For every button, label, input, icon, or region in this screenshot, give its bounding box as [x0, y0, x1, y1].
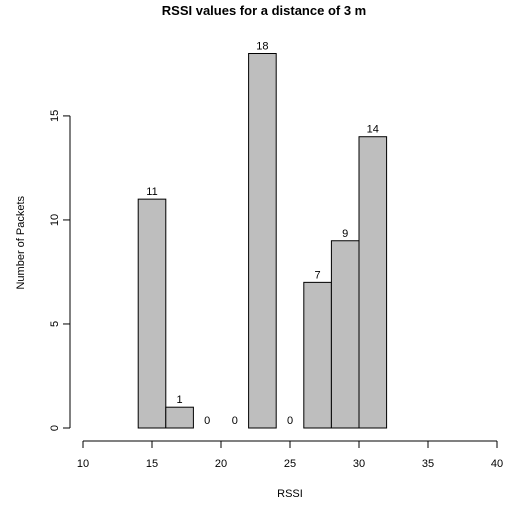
bar-value-label-5: 0: [287, 415, 293, 427]
bar-value-label-6: 7: [315, 269, 321, 281]
bar-1: [165, 406, 194, 429]
bar-0: [137, 198, 167, 429]
chart-title: RSSI values for a distance of 3 m: [162, 3, 366, 18]
y-tick-label-0: 0: [49, 425, 61, 431]
bar-6: [303, 281, 332, 429]
x-tick-label-6: 40: [491, 458, 503, 470]
y-tick-label-2: 10: [49, 214, 61, 226]
bar-value-label-3: 0: [232, 415, 238, 427]
bars-group: [137, 53, 388, 429]
x-tick-label-0: 10: [77, 458, 89, 470]
y-ticks-group: 0 5 10 15: [49, 110, 70, 431]
x-ticks-group: 10 15 20 25 30 35 40: [77, 441, 503, 470]
x-tick-label-2: 20: [215, 458, 227, 470]
bar-value-label-7: 9: [342, 228, 348, 240]
x-axis-label: RSSI: [277, 488, 303, 500]
bar-7: [330, 240, 360, 429]
x-tick-label-3: 25: [284, 458, 296, 470]
bar-value-label-4: 18: [256, 41, 268, 53]
bar-value-label-1: 1: [177, 394, 183, 406]
y-axis-label: Number of Packets: [15, 195, 27, 289]
bar-value-label-2: 0: [204, 415, 210, 427]
x-tick-label-4: 30: [353, 458, 365, 470]
x-tick-label-1: 15: [146, 458, 158, 470]
x-tick-label-5: 35: [422, 458, 434, 470]
y-tick-label-1: 5: [49, 321, 61, 327]
bar-4: [248, 53, 277, 429]
y-tick-label-3: 15: [49, 110, 61, 122]
bar-value-label-8: 14: [367, 124, 379, 136]
bar-8: [358, 136, 388, 429]
bar-value-label-0: 11: [146, 186, 157, 198]
